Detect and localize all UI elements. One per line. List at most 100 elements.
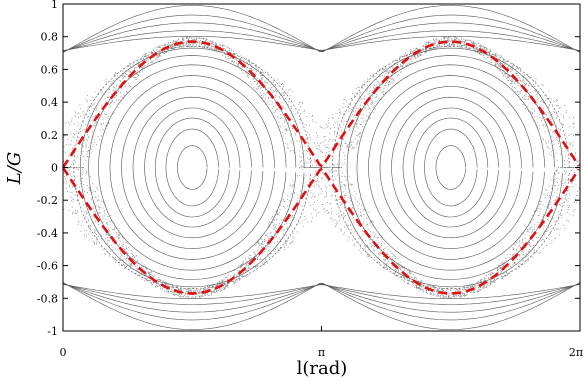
chaos-point	[126, 253, 128, 255]
chaos-point	[71, 200, 73, 202]
chaos-point	[219, 45, 221, 47]
chaos-point	[392, 77, 394, 79]
chaos-point	[76, 213, 77, 215]
chaos-point	[512, 255, 514, 257]
chaos-point	[500, 56, 502, 57]
chaos-point	[370, 87, 372, 89]
chaos-point	[497, 69, 499, 70]
chaos-point	[149, 273, 151, 275]
chaos-point	[270, 84, 272, 86]
chaos-point	[271, 101, 273, 103]
chaos-point	[78, 221, 80, 223]
chaos-point	[413, 278, 415, 279]
chaos-point	[153, 56, 155, 58]
chaos-point	[344, 215, 346, 217]
chaos-point	[114, 248, 116, 250]
chaos-point	[557, 188, 559, 190]
chaos-point	[351, 207, 353, 209]
chaos-point	[567, 179, 569, 181]
chaos-point	[277, 79, 279, 81]
chaos-point	[536, 241, 538, 242]
chaos-point	[548, 90, 550, 92]
chaos-point	[282, 132, 284, 133]
chaos-point	[84, 215, 86, 217]
chaos-point	[86, 217, 88, 218]
chaos-point	[325, 196, 327, 198]
chaos-point	[340, 230, 342, 232]
chaos-point	[267, 246, 269, 248]
chaos-point	[264, 89, 266, 91]
chaos-point	[348, 176, 350, 178]
chaos-point	[306, 167, 308, 168]
chaos-point	[160, 286, 161, 288]
chaos-point	[192, 44, 194, 46]
chaos-point	[316, 180, 318, 182]
chaos-point	[188, 38, 189, 40]
chaos-point	[201, 37, 203, 39]
chaos-point	[68, 144, 70, 146]
chaos-point	[247, 74, 248, 76]
chaos-point	[148, 56, 149, 58]
chaos-point	[162, 280, 164, 282]
chaos-point	[291, 99, 293, 101]
chaos-point	[463, 41, 465, 42]
chaos-point	[543, 214, 545, 216]
chaos-point	[363, 209, 365, 211]
chaos-point	[356, 143, 358, 145]
chaos-point	[477, 281, 479, 282]
chaos-point	[326, 146, 328, 148]
chaos-point	[494, 278, 495, 280]
chaos-point	[175, 40, 177, 42]
chaos-point	[345, 185, 346, 187]
chaos-point	[409, 49, 411, 51]
chaos-point	[98, 235, 99, 237]
chaos-point	[390, 81, 392, 83]
chaos-point	[488, 56, 490, 58]
chaos-point	[524, 237, 526, 239]
chaos-point	[354, 190, 356, 192]
chaos-point	[560, 137, 562, 139]
chaos-point	[456, 38, 458, 39]
chaos-point	[550, 151, 552, 153]
chaos-point	[365, 239, 366, 241]
chaos-point	[267, 223, 269, 225]
chaos-point	[314, 161, 316, 163]
chaos-point	[450, 292, 452, 294]
chaos-point	[515, 87, 517, 89]
chaos-point	[438, 296, 440, 297]
chaos-point	[170, 45, 172, 47]
chaos-point	[222, 289, 224, 290]
chaos-point	[178, 288, 180, 290]
chaos-point	[250, 83, 252, 85]
chaos-point	[435, 40, 437, 42]
chaos-point	[78, 136, 80, 138]
chaos-point	[212, 45, 214, 47]
chaos-point	[359, 215, 361, 217]
chaos-point	[558, 107, 560, 109]
chaos-point	[272, 90, 274, 92]
chaos-point	[279, 125, 281, 127]
chaos-point	[458, 293, 460, 295]
chaos-point	[284, 133, 286, 135]
chaos-point	[94, 115, 96, 117]
chaos-point	[332, 219, 334, 221]
chaos-point	[548, 104, 550, 106]
chaos-point	[521, 253, 523, 255]
chaos-point	[369, 107, 371, 109]
chaos-point	[75, 157, 77, 159]
chaos-point	[369, 242, 371, 244]
chaos-point	[193, 37, 195, 39]
chaos-point	[73, 133, 75, 135]
chaos-point	[179, 296, 181, 298]
chaos-point	[170, 290, 172, 292]
chaos-point	[493, 54, 495, 56]
chaos-point	[263, 241, 265, 243]
chaos-point	[416, 284, 418, 286]
chaos-point	[468, 39, 470, 41]
chaos-point	[500, 62, 502, 63]
chaotic-layer	[63, 36, 580, 299]
chaos-point	[322, 172, 324, 174]
chaos-point	[296, 140, 298, 142]
chaos-point	[356, 126, 358, 128]
chaos-point	[92, 216, 94, 218]
